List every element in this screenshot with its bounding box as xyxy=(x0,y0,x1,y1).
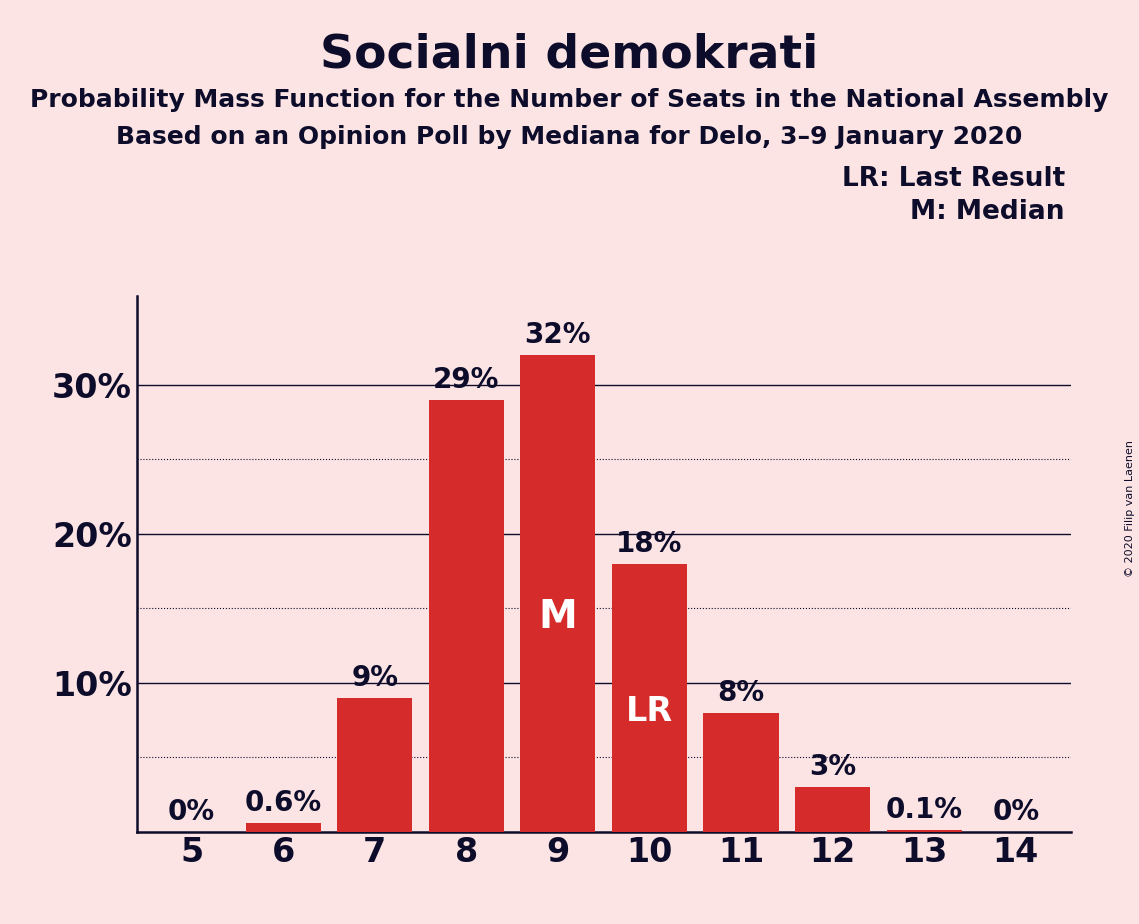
Bar xyxy=(795,787,870,832)
Text: © 2020 Filip van Laenen: © 2020 Filip van Laenen xyxy=(1125,440,1134,577)
Bar xyxy=(612,564,687,832)
Text: Based on an Opinion Poll by Mediana for Delo, 3–9 January 2020: Based on an Opinion Poll by Mediana for … xyxy=(116,125,1023,149)
Bar xyxy=(886,830,961,832)
Text: M: Median: M: Median xyxy=(910,199,1065,225)
Bar xyxy=(704,712,779,832)
Text: LR: Last Result: LR: Last Result xyxy=(842,166,1065,192)
Text: 8%: 8% xyxy=(718,678,764,707)
Text: 0.1%: 0.1% xyxy=(886,796,962,824)
Text: Socialni demokrati: Socialni demokrati xyxy=(320,32,819,78)
Bar xyxy=(521,355,596,832)
Text: M: M xyxy=(539,598,577,637)
Bar xyxy=(246,822,321,832)
Bar xyxy=(428,400,503,832)
Text: 0%: 0% xyxy=(992,797,1039,826)
Text: 18%: 18% xyxy=(616,529,682,558)
Bar xyxy=(337,698,412,832)
Text: 32%: 32% xyxy=(525,322,591,349)
Text: 29%: 29% xyxy=(433,366,500,394)
Text: Probability Mass Function for the Number of Seats in the National Assembly: Probability Mass Function for the Number… xyxy=(31,88,1108,112)
Text: 3%: 3% xyxy=(809,753,857,781)
Text: 0.6%: 0.6% xyxy=(245,789,321,817)
Text: 9%: 9% xyxy=(351,663,399,692)
Text: LR: LR xyxy=(626,695,673,727)
Text: 0%: 0% xyxy=(169,797,215,826)
